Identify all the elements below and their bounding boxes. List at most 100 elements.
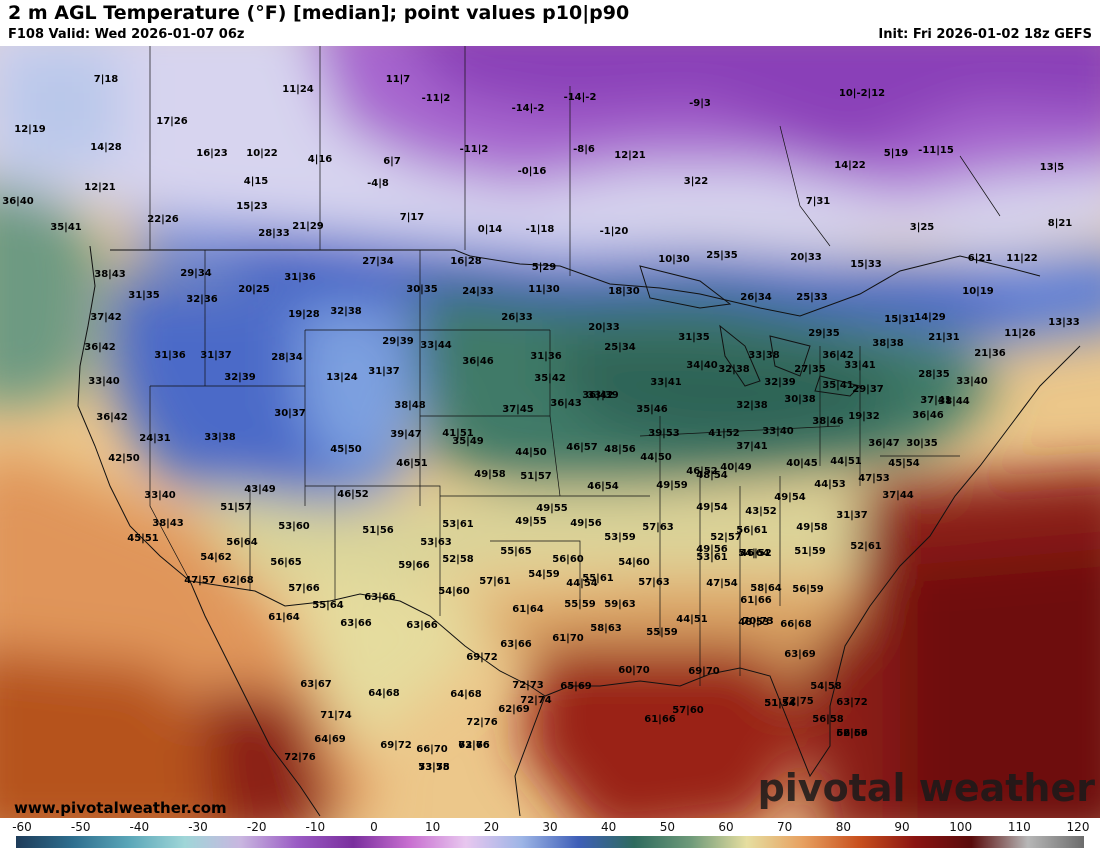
- point-value-label: 51|54: [764, 698, 796, 709]
- point-value-label: 38|48: [394, 400, 426, 411]
- point-value-label: -1|18: [526, 224, 555, 235]
- point-value-label: 48|54: [696, 470, 728, 481]
- gulf-coastline: [544, 345, 1081, 778]
- temperature-map[interactable]: 7|18 11|7 11|24 12|19 17|26 -11|2 -14|-2 -14|-2…: [0, 6, 1100, 846]
- point-value-label: 56|58: [812, 714, 844, 725]
- point-value-label: 46|57: [566, 442, 598, 453]
- point-value-label: 51|54: [764, 698, 796, 709]
- color-scale-tick-label: 90: [894, 820, 909, 834]
- point-value-label: 56|65: [270, 557, 302, 568]
- point-value-label: 69|72: [466, 652, 498, 663]
- geographic-boundaries: [77, 46, 1081, 817]
- point-value-label: 7|17: [400, 212, 425, 223]
- point-value-label: 25|34: [604, 342, 636, 353]
- color-scale: -60 -50 -40 -30 -20 -10 0 10 20 30 40 50 60 70 80 90 100…: [0, 818, 1100, 850]
- point-value-label: 49|55: [536, 503, 568, 514]
- color-scale-tick-label: 80: [836, 820, 851, 834]
- point-value-label: 66|68: [780, 619, 812, 630]
- point-value-label: 29|35: [808, 328, 840, 339]
- init-time: Init: Fri 2026-01-02 18z GEFS: [878, 27, 1092, 42]
- color-scale-tick-label: -40: [130, 820, 150, 834]
- us-mexico-border: [189, 580, 546, 697]
- point-value-label: 72|73: [512, 680, 544, 691]
- point-value-label: 46|51: [396, 458, 428, 469]
- point-value-label: 30|35: [906, 438, 938, 449]
- point-value-label: 43|52: [745, 506, 777, 517]
- point-value-label: 14|29: [914, 312, 946, 323]
- point-value-label: 49|56: [570, 518, 602, 529]
- point-value-label: 13|5: [1040, 162, 1065, 173]
- point-value-label: 49|54: [696, 502, 728, 513]
- point-value-label: 30|38: [784, 394, 816, 405]
- point-value-label: 22|26: [147, 214, 179, 225]
- point-value-label: 33|40: [88, 376, 120, 387]
- point-value-label: -8|6: [573, 144, 595, 155]
- point-value-label: 32|39: [764, 377, 796, 388]
- point-value-label: 44|54: [566, 578, 598, 589]
- point-value-label: 16|23: [196, 148, 228, 159]
- point-value-label: 73|75: [418, 762, 450, 773]
- point-value-label: 53|58: [418, 762, 450, 773]
- point-value-label: 41|52: [708, 428, 740, 439]
- point-value-label: 31|36: [284, 272, 316, 283]
- point-value-label: 29|37: [852, 384, 884, 395]
- point-value-label: 43|49: [244, 484, 276, 495]
- point-value-label: 57|61: [479, 576, 511, 587]
- point-value-label: 31|36: [154, 350, 186, 361]
- color-scale-tick-label: -60: [12, 820, 32, 834]
- point-value-label: 56|61: [736, 525, 768, 536]
- color-scale-tick-label: 60: [718, 820, 733, 834]
- point-value-label: 21|31: [928, 332, 960, 343]
- point-value-label: 15|23: [236, 201, 268, 212]
- point-value-label: 53|63: [420, 537, 452, 548]
- point-value-label: 32|38: [736, 400, 768, 411]
- point-value-label: 11|26: [1004, 328, 1036, 339]
- point-value-label: 24|33: [462, 286, 494, 297]
- point-value-label: 51|59: [794, 546, 826, 557]
- point-value-label: 3|22: [684, 176, 709, 187]
- point-value-label: 47|57: [184, 575, 216, 586]
- point-value-label: 5|29: [532, 262, 557, 273]
- color-scale-tick-label: 20: [484, 820, 499, 834]
- point-value-label: 37|44: [882, 490, 914, 501]
- point-value-label: 34|40: [686, 360, 718, 371]
- point-value-label: 3|25: [910, 222, 935, 233]
- point-value-label: 55|61: [582, 573, 614, 584]
- point-value-label: 52|58: [442, 554, 474, 565]
- point-value-label: 51|56: [362, 525, 394, 536]
- point-value-label: 30|35: [406, 284, 438, 295]
- point-value-label: 42|50: [108, 453, 140, 464]
- point-value-label: 63|66: [340, 618, 372, 629]
- point-value-label: 31|37: [368, 366, 400, 377]
- point-value-label: 56|59: [836, 728, 868, 739]
- point-value-label: -9|3: [689, 98, 711, 109]
- point-value-label: 57|63: [638, 577, 670, 588]
- point-value-label: 36|47: [868, 438, 900, 449]
- point-value-label: 63|67: [300, 679, 332, 690]
- point-value-label: 51|57: [520, 471, 552, 482]
- point-value-label: 57|66: [288, 583, 320, 594]
- point-value-label: 32|38: [718, 364, 750, 375]
- point-value-label: 20|33: [790, 252, 822, 263]
- point-value-label: 54|58: [810, 681, 842, 692]
- point-value-label: 39|53: [648, 428, 680, 439]
- color-scale-tick-label: 100: [949, 820, 972, 834]
- point-value-label: 13|24: [326, 372, 358, 383]
- point-value-label: 53|61: [442, 519, 474, 530]
- point-value-label: 11|7: [386, 74, 411, 85]
- point-value-label: 37|42: [90, 312, 122, 323]
- point-value-label: 36|40: [2, 196, 34, 207]
- point-value-label: 31|35: [678, 332, 710, 343]
- point-value-label: 61|66: [740, 595, 772, 606]
- point-value-label: 62|66: [458, 740, 490, 751]
- website-label[interactable]: www.pivotalweather.com: [14, 799, 227, 817]
- color-scale-tick-label: 10: [425, 820, 440, 834]
- point-value-label: 44|51: [676, 614, 708, 625]
- west-coastline: [77, 245, 321, 817]
- point-value-label: 59|63: [604, 599, 636, 610]
- point-value-label: 14|22: [834, 160, 866, 171]
- point-value-label: 10|-2|12: [839, 88, 885, 99]
- color-scale-tick-label: 110: [1008, 820, 1031, 834]
- point-value-label: 45|51: [127, 533, 159, 544]
- point-value-label: 35|41: [50, 222, 82, 233]
